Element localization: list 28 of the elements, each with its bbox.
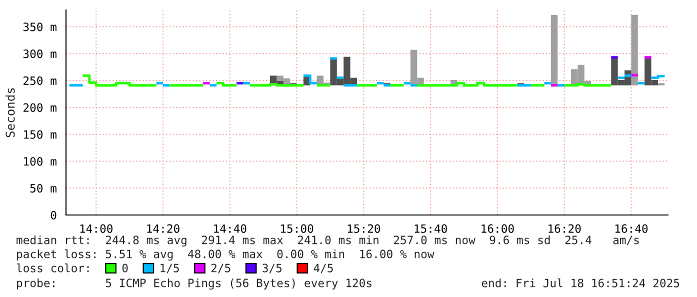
x-tick-label: 16:40 (615, 224, 648, 233)
legend-label: 1/5 (160, 264, 179, 274)
y-tick-label: 250 m (24, 76, 56, 86)
y-tick-label: 100 m (24, 157, 56, 166)
legend-label: 2/5 (211, 264, 230, 274)
x-tick-label: 14:20 (147, 224, 180, 233)
legend-label: 3/5 (262, 264, 282, 274)
legend-label: 4/5 (314, 264, 333, 274)
y-axis-title: Seconds (5, 88, 15, 138)
text: packet loss: 5.51 % avg 48.00 % max 0.00 % min 16.00 % now (17, 249, 434, 261)
x-tick-label: 15:00 (280, 224, 314, 233)
y-tick-label: 300 m (23, 49, 56, 58)
y-tick-label: 0 (50, 210, 56, 220)
y-tick-label: 50 m (30, 184, 56, 193)
x-tick-label: 15:40 (414, 224, 447, 233)
y-tick-label: 150 m (24, 130, 56, 139)
x-tick-label: 16:20 (548, 224, 581, 233)
x-tick-label: 15:20 (348, 224, 380, 233)
text: probe: 5 ICMP Echo Pings (56 Bytes) every 120s (17, 278, 372, 290)
text: median rtt: 244.8 ms avg 291.4 ms max 241.0 ms min 257.0 ms now 9.6 ms sd 25.4 am/s (16, 235, 639, 247)
text: end: Fri Jul 18 16:51:24 2025 (482, 278, 680, 288)
legend-label: 0 (122, 264, 128, 272)
y-tick-label: 350 m (23, 22, 56, 32)
x-tick-label: 14:00 (80, 224, 113, 233)
y-tick-label: 200 m (24, 103, 56, 112)
legend-title: loss color: (16, 263, 89, 272)
x-tick-label: 14:40 (214, 224, 246, 233)
x-tick-label: 16:00 (482, 224, 514, 233)
